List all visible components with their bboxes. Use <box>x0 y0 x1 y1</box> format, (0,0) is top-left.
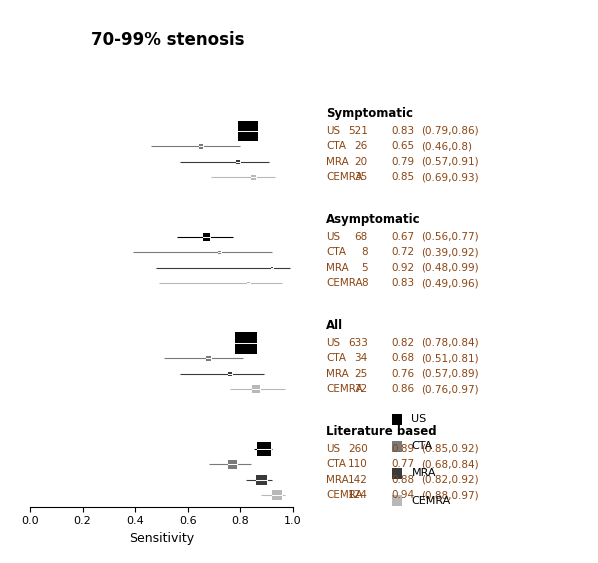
Text: 8: 8 <box>361 247 368 257</box>
X-axis label: Sensitivity: Sensitivity <box>129 532 194 545</box>
Text: (0.46,0.8): (0.46,0.8) <box>422 141 472 151</box>
Text: 0.88: 0.88 <box>392 475 415 485</box>
Text: CTA: CTA <box>411 441 433 452</box>
Text: MRA: MRA <box>326 475 349 485</box>
Text: CTA: CTA <box>326 459 346 470</box>
Text: US: US <box>411 414 427 425</box>
Text: 0.65: 0.65 <box>392 141 415 151</box>
Text: 142: 142 <box>348 475 368 485</box>
Text: MRA: MRA <box>411 468 436 479</box>
Text: Literature based: Literature based <box>326 425 437 438</box>
Text: (0.79,0.86): (0.79,0.86) <box>422 126 479 136</box>
Text: 0.92: 0.92 <box>392 263 415 273</box>
Bar <box>252 386 260 393</box>
Text: 0.67: 0.67 <box>392 232 415 242</box>
Text: (0.68,0.84): (0.68,0.84) <box>422 459 479 470</box>
Text: 8: 8 <box>361 278 368 288</box>
Bar <box>199 144 203 149</box>
Text: (0.88,0.97): (0.88,0.97) <box>422 490 479 500</box>
Text: 633: 633 <box>348 338 368 348</box>
Text: 521: 521 <box>348 126 368 136</box>
Text: (0.69,0.93): (0.69,0.93) <box>422 172 479 182</box>
Text: CEMRA: CEMRA <box>326 172 362 182</box>
Text: (0.56,0.77): (0.56,0.77) <box>422 232 479 242</box>
Text: 110: 110 <box>348 459 368 470</box>
Bar <box>256 475 267 485</box>
Text: (0.85,0.92): (0.85,0.92) <box>422 444 479 454</box>
Text: 26: 26 <box>355 141 368 151</box>
Text: 0.77: 0.77 <box>392 459 415 470</box>
Text: (0.57,0.89): (0.57,0.89) <box>422 369 479 379</box>
Text: MRA: MRA <box>326 157 349 167</box>
Text: Symptomatic: Symptomatic <box>326 107 413 120</box>
Text: CTA: CTA <box>326 247 346 257</box>
Text: MRA: MRA <box>326 369 349 379</box>
Text: 68: 68 <box>355 232 368 242</box>
Text: All: All <box>326 319 343 332</box>
Bar <box>251 175 256 180</box>
Text: 0.72: 0.72 <box>392 247 415 257</box>
Bar <box>236 160 240 164</box>
Text: (0.49,0.96): (0.49,0.96) <box>422 278 479 288</box>
Text: (0.82,0.92): (0.82,0.92) <box>422 475 479 485</box>
Text: 0.79: 0.79 <box>392 157 415 167</box>
Text: 25: 25 <box>355 369 368 379</box>
Bar <box>203 233 210 240</box>
Text: 124: 124 <box>348 490 368 500</box>
Text: 0.68: 0.68 <box>392 354 415 363</box>
Text: (0.39,0.92): (0.39,0.92) <box>422 247 479 257</box>
Bar <box>239 121 258 141</box>
Text: (0.76,0.97): (0.76,0.97) <box>422 384 479 394</box>
Text: MRA: MRA <box>326 263 349 273</box>
Bar <box>228 372 232 376</box>
Bar <box>247 282 249 284</box>
Text: Asymptomatic: Asymptomatic <box>326 213 420 226</box>
Text: 0.82: 0.82 <box>392 338 415 348</box>
Text: 70-99% stenosis: 70-99% stenosis <box>91 31 244 49</box>
Text: CEMRA: CEMRA <box>326 278 362 288</box>
Text: (0.78,0.84): (0.78,0.84) <box>422 338 479 348</box>
Bar <box>206 356 211 361</box>
Text: 20: 20 <box>355 157 368 167</box>
Text: 72: 72 <box>355 384 368 394</box>
Text: 260: 260 <box>348 444 368 454</box>
Text: US: US <box>326 126 340 136</box>
Bar <box>272 490 282 500</box>
Bar <box>257 442 271 456</box>
Text: (0.48,0.99): (0.48,0.99) <box>422 263 479 273</box>
Text: US: US <box>326 338 340 348</box>
Text: 35: 35 <box>355 172 368 182</box>
Text: CEMRA: CEMRA <box>326 490 362 500</box>
Text: 0.86: 0.86 <box>392 384 415 394</box>
Text: CTA: CTA <box>326 354 346 363</box>
Text: US: US <box>326 444 340 454</box>
Bar <box>271 267 273 269</box>
Text: (0.51,0.81): (0.51,0.81) <box>422 354 479 363</box>
Text: US: US <box>326 232 340 242</box>
Text: 5: 5 <box>361 263 368 273</box>
Text: 0.94: 0.94 <box>392 490 415 500</box>
Text: 0.83: 0.83 <box>392 278 415 288</box>
Text: 0.89: 0.89 <box>392 444 415 454</box>
Text: CEMRA: CEMRA <box>411 495 451 506</box>
Text: 34: 34 <box>355 354 368 363</box>
Bar <box>234 332 257 354</box>
Text: 0.76: 0.76 <box>392 369 415 379</box>
Text: CEMRA: CEMRA <box>326 384 362 394</box>
Text: (0.57,0.91): (0.57,0.91) <box>422 157 479 167</box>
Text: CTA: CTA <box>326 141 346 151</box>
Bar <box>218 251 221 253</box>
Bar <box>228 460 237 469</box>
Text: 0.85: 0.85 <box>392 172 415 182</box>
Text: 0.83: 0.83 <box>392 126 415 136</box>
